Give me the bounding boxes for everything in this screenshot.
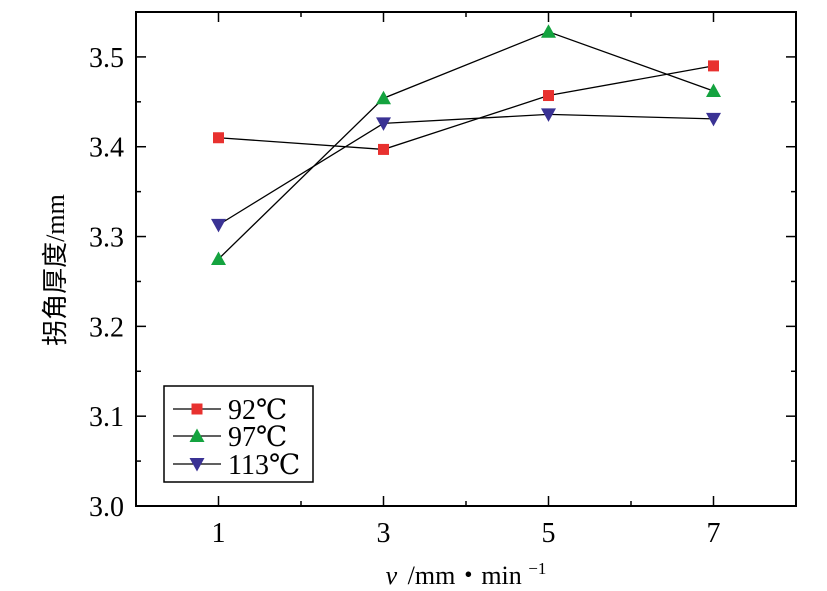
series-3 — [211, 108, 721, 233]
legend-marker — [189, 458, 205, 472]
data-point — [708, 60, 719, 72]
series-line — [218, 65, 714, 151]
legend-marker — [191, 403, 203, 415]
legend-label: 92℃ — [228, 395, 287, 426]
legend-label: 97℃ — [228, 422, 287, 453]
data-point — [211, 218, 226, 233]
data-point — [213, 132, 224, 144]
y-axis-title: 拐角厚度/mm — [41, 194, 70, 346]
x-tick-label: 3 — [377, 518, 391, 549]
data-point — [543, 90, 554, 102]
series-2 — [211, 24, 721, 265]
legend-frame — [163, 385, 314, 483]
y-tick-label: 3.1 — [89, 402, 124, 433]
legend-entry-3: 113℃ — [173, 450, 300, 481]
data-point — [378, 143, 389, 155]
x-axis-unit: /mm・min — [408, 561, 522, 590]
legend-entry-2: 97℃ — [173, 422, 287, 453]
data-point — [541, 108, 556, 122]
series-1 — [213, 60, 719, 155]
x-axis-variable: v — [386, 561, 398, 590]
y-tick-label: 3.0 — [89, 492, 124, 523]
x-tick-label: 1 — [212, 518, 226, 549]
x-tick-label: 5 — [542, 518, 556, 549]
y-tick-label: 3.2 — [89, 312, 124, 343]
axes-layer: 1 3 5 7 3.0 3.1 3.2 3.3 3.4 3.5 — [89, 11, 797, 549]
data-point — [376, 90, 391, 105]
series-layer — [211, 24, 721, 265]
legend-label: 113℃ — [228, 450, 300, 481]
y-tick-label: 3.3 — [89, 223, 124, 254]
data-point — [706, 83, 721, 98]
series-line — [218, 31, 714, 260]
x-tick-label: 7 — [707, 518, 721, 549]
x-axis-unit-exponent: −1 — [528, 559, 546, 578]
data-point — [706, 112, 721, 127]
series-line — [218, 113, 714, 226]
y-tick-label: 3.4 — [89, 133, 124, 164]
data-point — [376, 117, 391, 131]
legend-entry-1: 92℃ — [173, 395, 287, 426]
y-tick-label: 3.5 — [89, 43, 124, 74]
data-point — [211, 251, 226, 265]
data-point — [541, 24, 556, 38]
legend-marker — [189, 428, 205, 442]
x-axis-title: v /mm・min −1 — [386, 559, 547, 590]
